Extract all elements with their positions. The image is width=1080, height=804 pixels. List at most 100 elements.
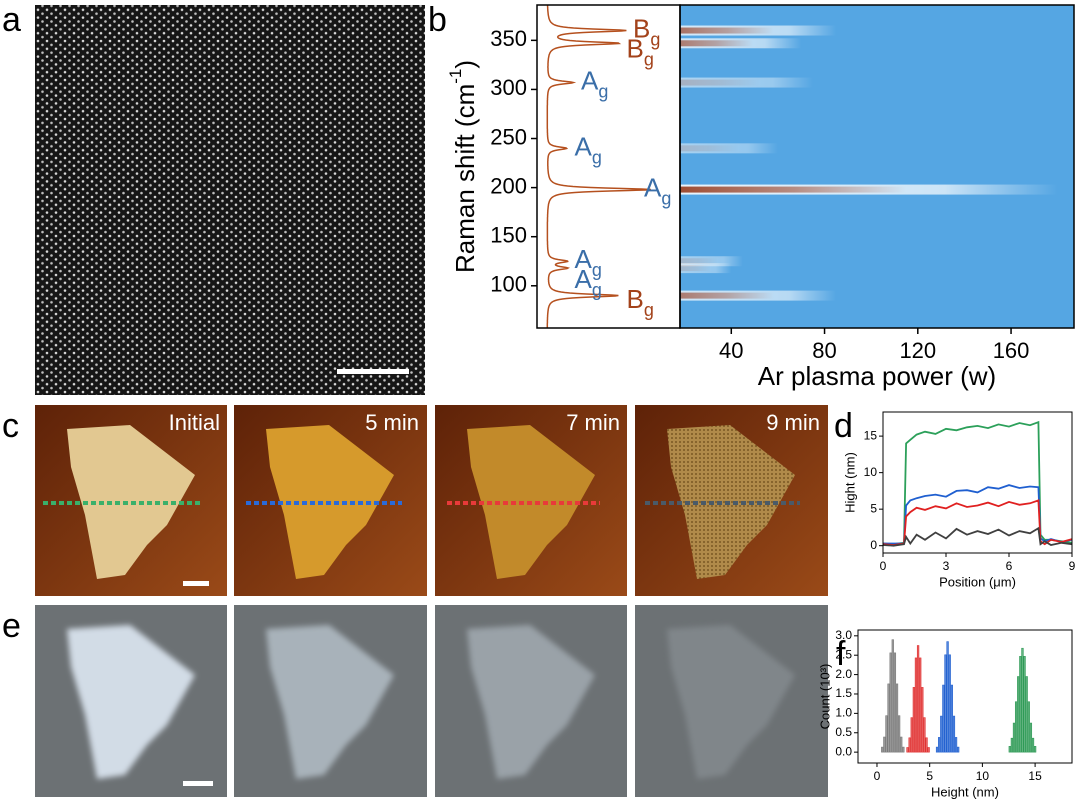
histogram-bar — [912, 687, 916, 753]
peak-label: Bg — [633, 13, 660, 49]
histogram-bar — [908, 737, 911, 753]
histogram-bar — [895, 683, 899, 753]
y-axis-label-sup: -1 — [446, 69, 465, 84]
time-label: Initial — [169, 410, 220, 435]
histogram-bar — [954, 737, 958, 753]
x-axis-label: Height (nm) — [931, 784, 999, 799]
histogram-bar — [942, 684, 945, 753]
peak-label-sub: g — [644, 49, 654, 69]
y-tick-label: 0.0 — [835, 744, 852, 758]
peak-label-sub: g — [592, 260, 602, 280]
histogram-bar — [1025, 676, 1028, 753]
plot-frame — [882, 411, 1073, 554]
peak-label: Ag — [644, 172, 671, 208]
heatmap-band-core — [680, 265, 711, 272]
peak-label-main: A — [575, 244, 593, 274]
histogram-bar — [900, 736, 903, 753]
y-tick-label: 5 — [870, 501, 877, 515]
y-tick-label: 3.0 — [835, 628, 852, 642]
peak-label-sub: g — [650, 29, 660, 49]
peak-label-main: B — [627, 284, 644, 314]
stem-image — [35, 5, 425, 395]
x-tick-label: 40 — [719, 338, 743, 363]
histogram-bar — [881, 746, 884, 753]
histogram-bar — [1031, 737, 1035, 753]
histogram-bar — [944, 654, 947, 753]
histogram-bar — [1019, 656, 1022, 753]
histogram-bar — [938, 737, 941, 753]
y-tick-label: 0.5 — [835, 725, 852, 739]
afm-images — [35, 405, 828, 596]
histogram-bar — [897, 715, 901, 753]
peak-label: Ag — [581, 65, 608, 101]
x-tick-label: 10 — [976, 769, 990, 783]
peak-label-sub: g — [644, 300, 654, 320]
time-label: 7 min — [566, 410, 620, 435]
histogram-bar — [906, 747, 909, 753]
x-tick-label: 0 — [880, 559, 887, 573]
histogram-bar — [889, 652, 892, 753]
panel-label: d — [834, 407, 853, 445]
histogram-bar — [952, 715, 956, 753]
peak-label: Bg — [627, 284, 654, 320]
time-label: 9 min — [766, 410, 820, 435]
peak-label-sub: g — [661, 188, 671, 208]
histogram-bar — [887, 683, 890, 753]
histogram-bar — [1023, 656, 1026, 753]
histogram-bar — [940, 715, 943, 753]
peak-label-main: A — [644, 172, 662, 202]
histogram-bar — [885, 715, 888, 753]
heatmap-band-core — [680, 292, 774, 299]
histogram-bar — [1008, 746, 1011, 753]
peak-label-main: A — [575, 264, 593, 294]
peak-label: Ag — [575, 131, 602, 167]
profile-line — [883, 484, 1073, 545]
peak-label: Ag — [575, 244, 602, 280]
plot-frame — [857, 629, 1073, 764]
heatmap-band-core — [680, 145, 739, 152]
y-tick-label: 350 — [490, 26, 527, 51]
optical-images — [35, 605, 828, 797]
y-axis-label-main: Raman shift (cm — [450, 84, 480, 273]
x-tick-label: 6 — [1006, 559, 1013, 573]
histogram-bar — [946, 641, 949, 753]
heatmap-background — [680, 5, 1074, 328]
y-tick-label: 10 — [864, 465, 878, 479]
y-axis-label: Count (10³) — [817, 664, 832, 730]
y-tick-label: 100 — [490, 272, 527, 297]
histogram-bar — [921, 687, 924, 753]
x-tick-label: 160 — [993, 338, 1030, 363]
profile-line — [882, 526, 1073, 547]
histogram-bar — [957, 746, 960, 753]
peak-label: Ag — [575, 264, 602, 300]
histogram-bar — [914, 657, 918, 753]
panel-label: f — [836, 635, 846, 673]
histogram-bar — [1012, 722, 1016, 753]
x-tick-label: 120 — [899, 338, 936, 363]
peak-label-main: A — [575, 131, 593, 161]
x-tick-label: 0 — [874, 769, 881, 783]
histogram-bar — [1014, 701, 1018, 753]
y-tick-label: 2.5 — [835, 647, 852, 661]
panel-label: e — [2, 607, 21, 645]
y-tick-label: 0 — [870, 538, 877, 552]
y-tick-label: 250 — [490, 124, 527, 149]
x-tick-label: 80 — [812, 338, 836, 363]
histogram-bar — [893, 652, 897, 753]
panel-label: b — [428, 1, 447, 39]
y-tick-label: 150 — [490, 223, 527, 248]
histogram-bar — [927, 747, 930, 753]
spectrum-curve — [546, 5, 651, 328]
scale-bar — [337, 369, 409, 374]
peak-label-main: B — [633, 13, 650, 43]
heatmap-band-core — [680, 40, 753, 47]
y-tick-label: 2.0 — [835, 667, 852, 681]
x-axis-label: Position (μm) — [939, 574, 1016, 589]
time-label: 5 min — [365, 410, 419, 435]
profile-line — [882, 420, 1073, 546]
x-tick-label: 15 — [1028, 769, 1042, 783]
heatmap-band-core — [680, 186, 907, 193]
y-tick-label: 200 — [490, 173, 527, 198]
x-axis-label: Ar plasma power (w) — [758, 361, 996, 391]
histogram-bar — [902, 746, 905, 753]
